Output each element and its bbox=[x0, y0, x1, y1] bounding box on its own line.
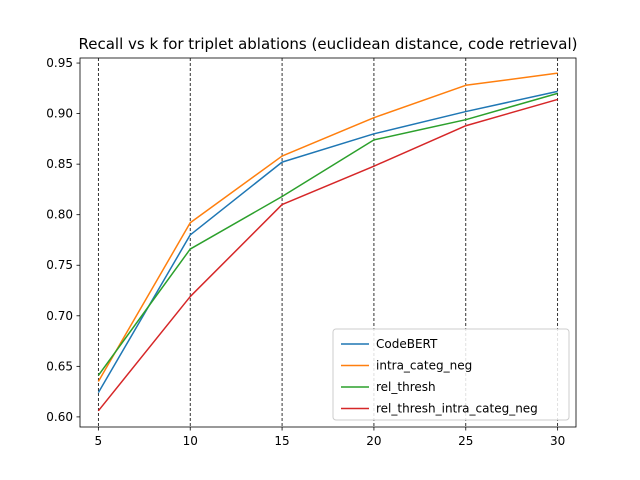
y-tick-label: 0.95 bbox=[46, 56, 73, 70]
x-tick-label: 15 bbox=[274, 434, 289, 448]
x-tick-label: 25 bbox=[458, 434, 473, 448]
legend-box bbox=[332, 328, 570, 421]
series-line bbox=[97, 72, 558, 382]
x-tick-label: 10 bbox=[183, 434, 198, 448]
series-line bbox=[97, 92, 558, 376]
series-line bbox=[97, 90, 558, 394]
y-tick-label: 0.60 bbox=[46, 410, 73, 424]
axes: 5 10 15 20 25 30 0.60 0.65 0.70 0.75 0.80 0.85 0.90 0… bbox=[46, 56, 577, 448]
legend-label: intra_categ_neg bbox=[376, 359, 472, 373]
chart-title: Recall vs k for triplet ablations (eucli… bbox=[78, 35, 577, 53]
series-lines bbox=[97, 72, 558, 412]
legend: CodeBERT intra_categ_neg rel_thresh rel_thr… bbox=[332, 328, 570, 421]
x-tick-label: 30 bbox=[550, 434, 565, 448]
legend-label: rel_thresh_intra_categ_neg bbox=[376, 402, 538, 416]
y-tick-label: 0.75 bbox=[46, 258, 73, 272]
y-tick-label: 0.70 bbox=[46, 309, 73, 323]
legend-label: rel_thresh bbox=[376, 380, 436, 394]
x-tick-label: 5 bbox=[95, 434, 103, 448]
series-line bbox=[97, 98, 558, 412]
y-tick-label: 0.65 bbox=[46, 359, 73, 373]
x-tick-label: 20 bbox=[366, 434, 381, 448]
y-tick-label: 0.85 bbox=[46, 157, 73, 171]
y-tick-label: 0.80 bbox=[46, 208, 73, 222]
plot-frame bbox=[79, 57, 577, 428]
y-tick-label: 0.90 bbox=[46, 107, 73, 121]
legend-label: CodeBERT bbox=[376, 337, 438, 351]
